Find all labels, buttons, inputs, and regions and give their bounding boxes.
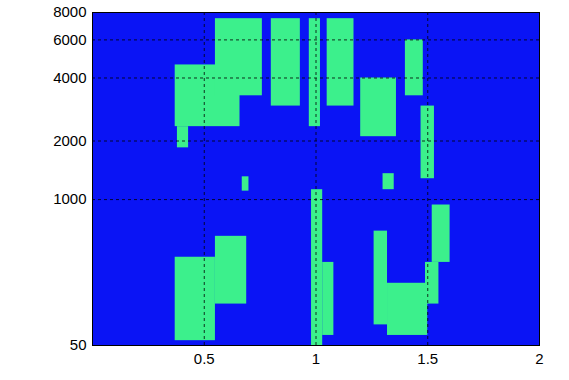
svg-text:50: 50 <box>70 336 87 353</box>
svg-text:1: 1 <box>312 350 320 367</box>
svg-text:6000: 6000 <box>53 31 86 48</box>
svg-text:8000: 8000 <box>53 3 86 20</box>
svg-text:2000: 2000 <box>53 132 86 149</box>
svg-text:4000: 4000 <box>53 69 86 86</box>
svg-text:0.5: 0.5 <box>194 350 215 367</box>
svg-text:1.5: 1.5 <box>417 350 438 367</box>
svg-text:2: 2 <box>535 350 543 367</box>
svg-text:1000: 1000 <box>53 190 86 207</box>
